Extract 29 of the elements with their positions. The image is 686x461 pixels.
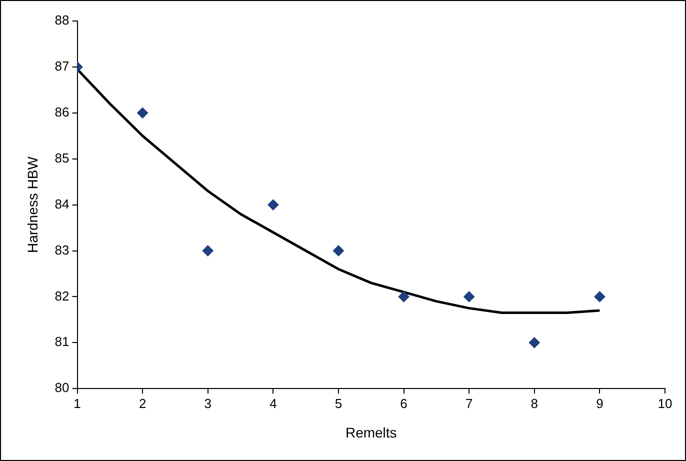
point <box>332 245 344 256</box>
x-axis-title: Remelts <box>345 424 397 440</box>
y-tick-label: 84 <box>54 196 70 212</box>
point <box>464 291 475 302</box>
x-tick-label: 3 <box>204 396 212 411</box>
y-tick-label: 87 <box>54 58 70 74</box>
point <box>594 291 606 302</box>
y-tick-label: 86 <box>54 104 70 120</box>
point <box>137 107 148 118</box>
point <box>268 199 279 210</box>
y-axis-title: Hardness HBW <box>24 156 40 254</box>
x-tick-label: 1 <box>74 396 81 411</box>
y-tick-label: 80 <box>54 380 70 396</box>
y-tick-label: 83 <box>54 242 70 258</box>
x-tick-label: 8 <box>530 396 538 411</box>
x-tick-label: 10 <box>658 396 672 411</box>
x-tick-label: 5 <box>334 396 342 411</box>
y-tick-label: 81 <box>54 334 70 350</box>
y-tick-label: 82 <box>54 288 70 304</box>
point <box>202 245 214 256</box>
x-tick-label: 9 <box>596 396 604 411</box>
point <box>398 291 410 302</box>
x-tick-label: 4 <box>270 396 277 411</box>
point <box>528 337 540 348</box>
y-tick-label: 85 <box>54 150 70 166</box>
x-tick-label: 2 <box>138 396 146 411</box>
x-tick-label: 7 <box>465 396 473 411</box>
x-tick-label: 6 <box>400 396 408 411</box>
y-tick-label: 88 <box>54 12 70 28</box>
